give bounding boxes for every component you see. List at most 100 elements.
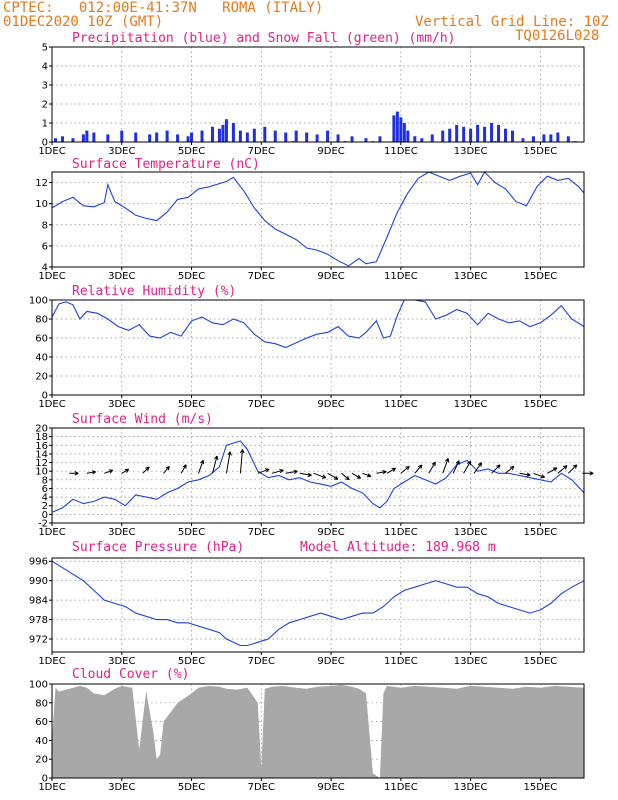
ytick-label: 16 (35, 441, 48, 452)
xtick-label: 13DEC (454, 271, 488, 282)
xtick-label: 5DEC (178, 782, 205, 793)
panel-cloud: Cloud Cover (%) 0 20 40 60 80 100 1DEC 3DEC 5DEC 7… (29, 667, 585, 793)
grid-humidity (51, 299, 584, 396)
xtick-label: 11DEC (384, 271, 418, 282)
wind-arrow (442, 457, 450, 474)
wind-arrow (271, 469, 284, 474)
wind-arrow (163, 465, 170, 474)
precip-bar (200, 130, 204, 142)
ytick-label: 18 (35, 432, 48, 443)
wind-arrow (414, 464, 423, 474)
precip-bar (252, 128, 256, 142)
xtick-label: 5DEC (178, 656, 205, 667)
precip-bar (238, 130, 242, 142)
xtick-label: 7DEC (248, 656, 275, 667)
precip-bar (469, 128, 473, 142)
series-line-humidity (51, 299, 585, 349)
ytick-label: 12 (35, 178, 48, 189)
wind-arrow (257, 468, 270, 474)
precip-bar (392, 115, 396, 142)
precip-bar (336, 134, 340, 142)
ytick-label: 40 (35, 736, 48, 747)
ytick-label: 978 (29, 615, 48, 626)
precip-bar (221, 124, 225, 142)
ytick-label: 10 (35, 467, 48, 478)
precip-bar (176, 134, 180, 142)
precip-bar (165, 130, 169, 142)
precip-bar (315, 134, 319, 142)
xtick-label: 5DEC (178, 146, 205, 157)
wind-arrow (212, 455, 219, 474)
xtick-label: 13DEC (454, 146, 488, 157)
precip-bar (350, 136, 354, 142)
wind-arrow (376, 470, 387, 475)
precip-bar (462, 126, 466, 142)
wind-arrow (142, 466, 150, 474)
panel-frame (51, 46, 585, 143)
precip-bar (420, 138, 424, 142)
wind-arrow (198, 459, 205, 474)
xtick-label: 15DEC (524, 656, 558, 667)
xtick-label: 7DEC (248, 271, 275, 282)
wind-arrow (225, 451, 232, 474)
wind-arrow (557, 465, 568, 474)
wind-arrow (463, 460, 472, 474)
panel-humidity: Relative Humidity (%) 0 20 40 60 80 100 1DEC 3DE… (29, 284, 585, 410)
precip-bar (378, 136, 382, 142)
precip-bar (53, 138, 57, 142)
precip-bar (186, 136, 190, 142)
xtick-label: 13DEC (454, 782, 488, 793)
ytick-label: 4 (42, 62, 48, 73)
precip-bar (399, 117, 403, 142)
xtick-label: 11DEC (384, 782, 418, 793)
precip-bar (566, 136, 570, 142)
xtick-label: 3DEC (108, 527, 135, 538)
ytick-label: 8 (42, 475, 48, 486)
precip-bar (60, 136, 64, 142)
precip-bar (263, 126, 267, 142)
precip-bar (483, 126, 487, 142)
precip-bar (217, 128, 221, 142)
panel-frame (51, 557, 585, 653)
ytick-label: 984 (29, 596, 48, 607)
ytick-label: 6 (42, 484, 48, 495)
series-line-temperature (51, 171, 585, 267)
ytick-label: 80 (35, 315, 48, 326)
xtick-label: 15DEC (524, 399, 558, 410)
header-date: 01DEC2020 10Z (GMT) (3, 14, 164, 30)
xtick-label: 3DEC (108, 146, 135, 157)
precip-bar (364, 138, 368, 142)
precip-bar (71, 138, 75, 142)
ytick-label: 100 (29, 296, 48, 307)
ytick-label: 996 (29, 557, 48, 568)
grid-wind (51, 427, 584, 524)
wind-arrow (567, 464, 578, 474)
xtick-label: 11DEC (384, 399, 418, 410)
header-station: CPTEC: 012:00E-41:37N ROMA (ITALY) (3, 0, 324, 16)
precip-bar (413, 136, 417, 142)
panel-title-precipitation: Precipitation (blue) and Snow Fall (gree… (72, 31, 456, 46)
precip-bar (155, 132, 159, 142)
xtick-label: 1DEC (38, 527, 65, 538)
xtick-label: 7DEC (248, 527, 275, 538)
xtick-label: 1DEC (38, 271, 65, 282)
precip-bar (556, 132, 560, 142)
ytick-label: 20 (35, 424, 48, 435)
xtick-label: 9DEC (317, 146, 344, 157)
cloud-cover-area (52, 684, 584, 778)
wind-arrow (452, 460, 460, 474)
precip-bar (497, 124, 501, 142)
ytick-label: 100 (29, 680, 48, 691)
xtick-label: 1DEC (38, 782, 65, 793)
ytick-label: 5 (42, 43, 48, 54)
xtick-label: 13DEC (454, 527, 488, 538)
xtick-label: 9DEC (317, 782, 344, 793)
xtick-label: 3DEC (108, 656, 135, 667)
wind-arrow (505, 465, 515, 474)
precip-bar (490, 123, 494, 142)
panel-pressure: Surface Pressure (hPa) Model Altitude: 18… (29, 540, 585, 667)
panel-frame (51, 427, 585, 524)
ytick-label: 990 (29, 576, 48, 587)
